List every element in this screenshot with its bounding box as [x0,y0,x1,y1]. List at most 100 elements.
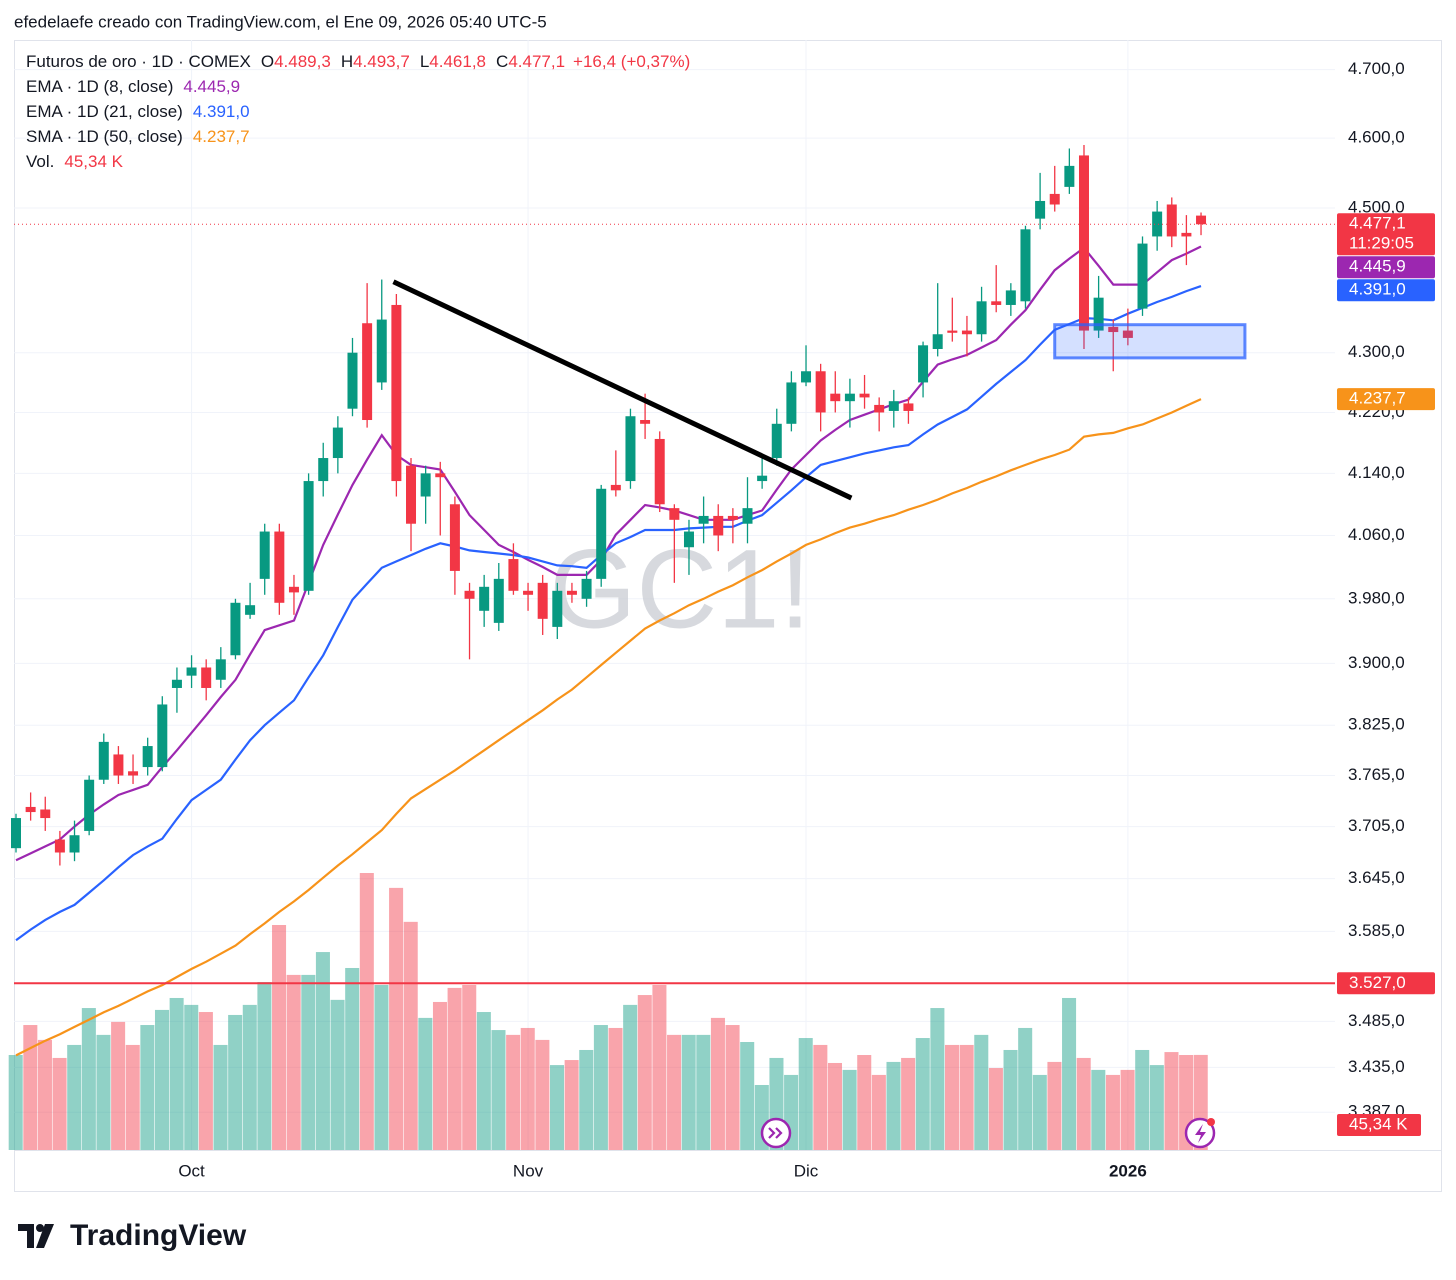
legend-title: Futuros de oro · 1D · COMEX [26,52,251,71]
candle-body [376,319,387,383]
volume-bar [23,1025,38,1150]
legend-key: H [341,52,353,71]
candle-body [1181,232,1192,237]
candle-body [976,301,987,335]
candle-body [859,393,870,398]
volume-bar [111,1021,126,1150]
legend-key: L [420,52,429,71]
volume-bar [272,925,287,1150]
volume-bar [374,984,389,1150]
volume-bar [154,1009,170,1150]
volume-bars [8,873,1208,1150]
candle-body [1122,330,1133,338]
volume-bar [593,1025,608,1150]
price-label-bg [1337,256,1435,279]
volume-bar [315,952,330,1150]
volume-bar [1164,1052,1179,1150]
volume-bar [740,1042,755,1150]
candle-body [347,352,358,409]
indicator-lines [15,245,1202,1057]
volume-bar [798,1038,813,1150]
trend-line [392,279,853,501]
footer-logo-text: TradingView [70,1219,247,1252]
volume-bar [140,1025,155,1150]
volume-bar [1032,1074,1047,1150]
y-tick-label: 4.140,0 [1348,463,1405,482]
candle-body [727,515,738,520]
volume-bar [125,1044,140,1150]
candle-body [918,345,929,383]
grid [14,40,1335,1150]
volume-bar [228,1014,243,1150]
legend-key: C [496,52,508,71]
replay-icon[interactable] [760,1117,792,1149]
volume-bar [871,1074,886,1150]
legend-value: 4.445,9 [183,77,240,96]
candle-body [464,590,475,599]
candle-body [479,586,490,611]
price-label: 4.391,0 [1349,280,1406,299]
candle-body [40,809,51,819]
volume-bar [301,974,316,1150]
volume-bar [1018,1027,1033,1150]
candle-body [581,578,592,599]
volume-bar [813,1044,828,1150]
candle-body [654,438,665,505]
price-label-bg [1337,213,1435,256]
header: efedelaefe creado con TradingView.com, e… [14,12,547,31]
volume-bar [476,1012,491,1150]
volume-bar [667,1034,682,1150]
y-tick-label: 3.900,0 [1348,653,1405,672]
candle-body [362,323,373,421]
volume-bar [725,1025,740,1150]
volume-bar [67,1044,82,1150]
candle-body [1020,229,1031,302]
volume-bar [432,1001,447,1150]
candle-body [1093,297,1104,331]
volume-bar [242,1004,257,1150]
candle-body [1078,155,1089,331]
volume-bar [198,1012,213,1150]
legend-row: EMA · 1D (21, close) 4.391,0 [26,102,250,121]
candle-body [1196,215,1207,225]
legend-row: EMA · 1D (8, close) 4.445,9 [26,77,240,96]
candle-body [274,531,285,603]
candle-body [991,301,1002,305]
volume-bar [462,984,477,1150]
volume-bar [842,1069,857,1150]
candle-body [640,420,651,424]
volume-bar [169,997,184,1150]
volume-bar [184,1004,199,1150]
legend-value: 4.493,7 [353,52,410,71]
y-tick-label: 4.700,0 [1348,59,1405,78]
volume-bar [418,1017,433,1150]
volume-bar [8,1055,23,1150]
candle-body [801,371,812,383]
volume-bar [520,1027,535,1150]
y-tick-label: 3.705,0 [1348,816,1405,835]
candle-body [69,835,80,853]
candle-body [815,371,826,413]
x-tick-label: Oct [178,1161,205,1180]
legend-value: 4.477,1 [508,52,565,71]
candle-body [128,771,139,776]
candle-body [245,605,256,615]
candle-body [142,746,153,768]
alert-icon[interactable] [1184,1117,1216,1149]
volume-bar [696,1034,711,1150]
candle-body [230,602,241,656]
y-tick-label: 3.485,0 [1348,1011,1405,1030]
y-tick-label: 3.435,0 [1348,1057,1405,1076]
candle-body [259,531,270,579]
watermark: GC1! [549,527,810,652]
drawings [14,223,1335,985]
volume-bar [827,1062,842,1150]
volume-bar [447,987,462,1150]
candle-body [713,515,724,536]
legend-row: Vol. 45,34 K [26,152,124,171]
volume-bar [974,1034,989,1150]
candle-body [771,423,782,459]
candle-body [698,515,709,524]
legend-entry: Vol. [26,152,54,171]
